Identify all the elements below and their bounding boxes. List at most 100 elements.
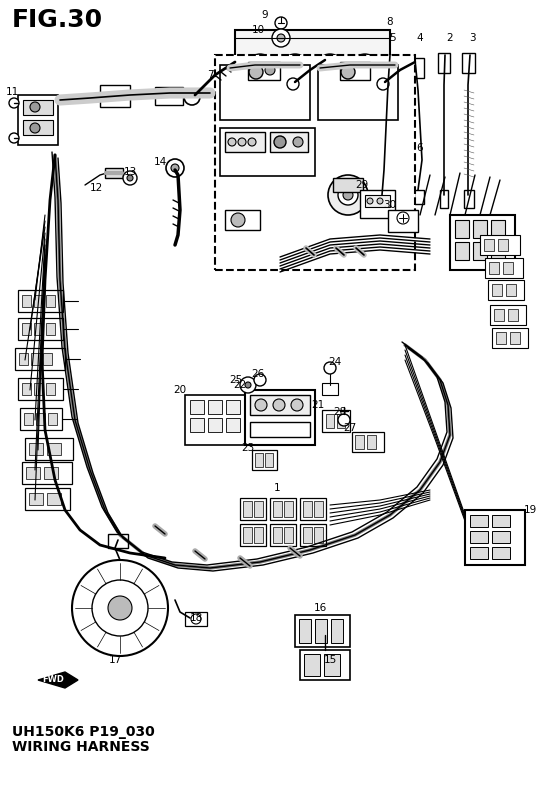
Circle shape (316, 54, 344, 82)
Circle shape (397, 212, 409, 224)
FancyBboxPatch shape (220, 128, 315, 176)
FancyBboxPatch shape (414, 190, 424, 204)
Circle shape (228, 138, 236, 146)
FancyBboxPatch shape (492, 547, 510, 559)
FancyBboxPatch shape (225, 210, 260, 230)
FancyBboxPatch shape (318, 65, 398, 120)
Circle shape (338, 185, 358, 205)
Text: 10: 10 (251, 25, 264, 35)
FancyBboxPatch shape (367, 435, 376, 449)
Circle shape (287, 78, 299, 90)
FancyBboxPatch shape (48, 413, 57, 425)
Text: 19: 19 (524, 505, 536, 515)
Circle shape (9, 98, 19, 108)
FancyBboxPatch shape (455, 220, 469, 238)
Circle shape (166, 159, 184, 177)
FancyBboxPatch shape (503, 262, 513, 274)
Text: 30: 30 (384, 200, 396, 210)
FancyBboxPatch shape (185, 395, 250, 445)
Text: 15: 15 (323, 655, 337, 665)
FancyBboxPatch shape (43, 353, 52, 365)
FancyBboxPatch shape (324, 654, 340, 676)
FancyBboxPatch shape (19, 353, 28, 365)
Polygon shape (38, 672, 78, 688)
Circle shape (275, 17, 287, 29)
FancyBboxPatch shape (46, 323, 55, 335)
Circle shape (248, 138, 256, 146)
Circle shape (246, 54, 274, 82)
FancyBboxPatch shape (438, 53, 450, 73)
FancyBboxPatch shape (254, 501, 263, 517)
FancyBboxPatch shape (491, 242, 505, 260)
FancyBboxPatch shape (492, 328, 528, 348)
Circle shape (377, 198, 383, 204)
FancyBboxPatch shape (208, 400, 222, 414)
Text: 22: 22 (234, 380, 246, 390)
Circle shape (265, 65, 275, 75)
Circle shape (254, 374, 266, 386)
FancyBboxPatch shape (226, 418, 240, 432)
Text: 8: 8 (387, 17, 393, 27)
FancyBboxPatch shape (273, 527, 282, 543)
FancyBboxPatch shape (337, 414, 345, 428)
FancyBboxPatch shape (265, 453, 273, 467)
Circle shape (367, 198, 373, 204)
Text: 24: 24 (328, 357, 342, 367)
FancyBboxPatch shape (240, 498, 266, 520)
FancyBboxPatch shape (365, 195, 390, 207)
FancyBboxPatch shape (465, 510, 525, 565)
Text: 16: 16 (314, 603, 326, 613)
FancyBboxPatch shape (300, 524, 326, 546)
FancyBboxPatch shape (284, 527, 293, 543)
FancyBboxPatch shape (440, 190, 448, 208)
FancyBboxPatch shape (352, 432, 384, 452)
Circle shape (30, 123, 40, 133)
Circle shape (238, 138, 246, 146)
FancyBboxPatch shape (226, 400, 240, 414)
Circle shape (273, 399, 285, 411)
Circle shape (253, 61, 267, 75)
Text: 20: 20 (174, 385, 186, 395)
FancyBboxPatch shape (270, 524, 296, 546)
FancyBboxPatch shape (492, 284, 502, 296)
Circle shape (338, 414, 350, 426)
Circle shape (377, 78, 389, 90)
FancyBboxPatch shape (248, 62, 280, 80)
FancyBboxPatch shape (155, 87, 183, 105)
FancyBboxPatch shape (31, 353, 40, 365)
FancyBboxPatch shape (473, 220, 487, 238)
FancyBboxPatch shape (470, 547, 488, 559)
FancyBboxPatch shape (240, 524, 266, 546)
FancyBboxPatch shape (498, 239, 508, 251)
FancyBboxPatch shape (273, 501, 282, 517)
FancyBboxPatch shape (489, 262, 499, 274)
Circle shape (255, 399, 267, 411)
FancyBboxPatch shape (314, 527, 323, 543)
FancyBboxPatch shape (490, 305, 526, 325)
FancyBboxPatch shape (18, 290, 63, 312)
FancyBboxPatch shape (470, 531, 488, 543)
Text: 4: 4 (417, 33, 423, 43)
Text: FWD: FWD (42, 676, 64, 684)
Circle shape (108, 596, 132, 620)
Circle shape (291, 399, 303, 411)
FancyBboxPatch shape (22, 323, 31, 335)
Text: 29: 29 (356, 180, 368, 190)
FancyBboxPatch shape (270, 132, 308, 152)
FancyBboxPatch shape (464, 190, 474, 208)
FancyBboxPatch shape (304, 654, 320, 676)
FancyBboxPatch shape (29, 443, 43, 455)
Text: 21: 21 (311, 400, 325, 410)
FancyBboxPatch shape (300, 498, 326, 520)
FancyBboxPatch shape (315, 619, 327, 643)
FancyBboxPatch shape (326, 414, 334, 428)
FancyBboxPatch shape (36, 413, 45, 425)
FancyBboxPatch shape (270, 498, 296, 520)
Text: 3: 3 (469, 33, 475, 43)
FancyBboxPatch shape (26, 467, 40, 479)
Text: 17: 17 (109, 655, 122, 665)
Circle shape (358, 61, 372, 75)
FancyBboxPatch shape (220, 65, 310, 120)
Circle shape (324, 362, 336, 374)
FancyBboxPatch shape (254, 527, 263, 543)
